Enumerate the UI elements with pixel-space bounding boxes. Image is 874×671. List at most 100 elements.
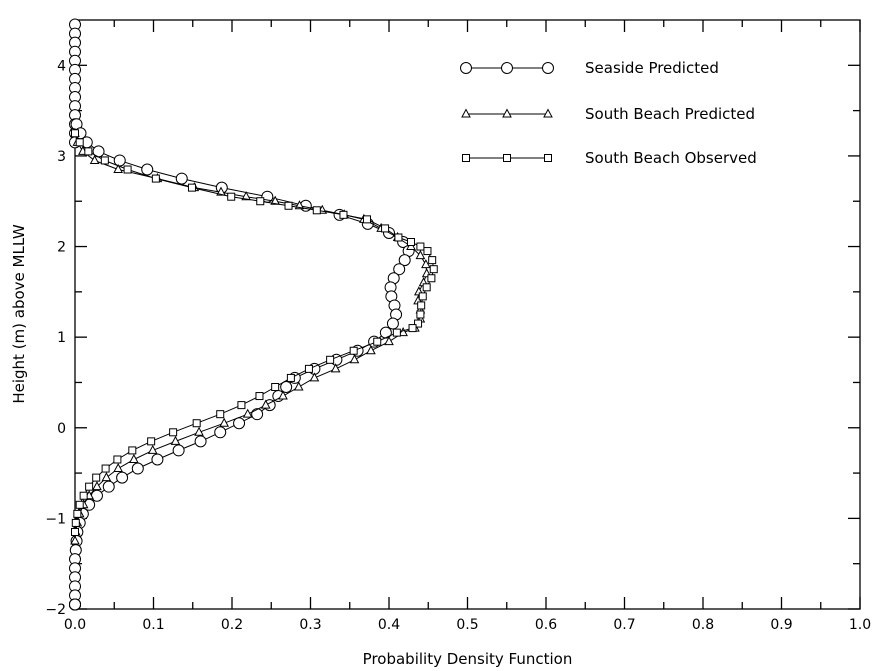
data-point-south-beach-observed xyxy=(192,419,201,428)
data-point-south-beach-observed xyxy=(71,527,79,536)
data-point-south-beach-predicted xyxy=(113,163,124,174)
data-point-south-beach-predicted xyxy=(293,381,304,391)
data-point-south-beach-observed xyxy=(394,233,403,242)
data-point-south-beach-observed xyxy=(187,183,196,192)
data-point-south-beach-observed xyxy=(392,328,401,337)
data-point-south-beach-predicted xyxy=(219,417,229,427)
data-point-seaside-predicted xyxy=(194,435,207,448)
data-point-south-beach-observed xyxy=(339,210,348,219)
legend-markers-seaside xyxy=(460,62,554,74)
data-point-south-beach-observed xyxy=(73,509,82,518)
data-point-south-beach-predicted xyxy=(70,535,80,545)
legend-item-south-beach-observed: South Beach Observed xyxy=(462,149,757,167)
data-point-south-beach-observed xyxy=(237,401,246,410)
data-point-seaside-predicted xyxy=(175,172,188,185)
data-point-south-beach-observed xyxy=(363,215,372,224)
legend-marker-south-beach-observed xyxy=(462,154,470,162)
data-point-south-beach-observed xyxy=(416,310,425,319)
data-point-south-beach-observed xyxy=(312,206,321,215)
data-point-seaside-predicted xyxy=(141,163,154,176)
data-point-south-beach-predicted xyxy=(349,354,360,364)
data-point-south-beach-predicted xyxy=(421,259,431,269)
data-point-south-beach-observed xyxy=(71,518,80,527)
series-seaside-predicted xyxy=(69,18,415,611)
data-point-seaside-predicted xyxy=(90,489,103,502)
data-point-south-beach-observed xyxy=(406,238,415,247)
data-point-south-beach-predicted xyxy=(89,154,100,164)
data-point-south-beach-predicted xyxy=(309,372,320,382)
x-tick-label: 0.1 xyxy=(142,617,164,633)
data-point-south-beach-observed xyxy=(423,247,432,256)
data-point-south-beach-predicted xyxy=(170,435,181,445)
legend-marker-south-beach-observed xyxy=(503,154,511,162)
legend-label-south-beach-observed: South Beach Observed xyxy=(585,149,757,167)
data-point-south-beach-observed xyxy=(128,446,137,455)
data-point-south-beach-predicted xyxy=(194,426,204,436)
legend-label-seaside: Seaside Predicted xyxy=(585,59,719,77)
data-point-south-beach-observed xyxy=(422,283,431,292)
y-tick-label: −1 xyxy=(45,511,66,527)
y-tick-label: 4 xyxy=(57,58,66,74)
legend-marker-south-beach-predicted xyxy=(502,108,512,118)
x-tick-label: 1.0 xyxy=(849,617,871,633)
data-point-seaside-predicted xyxy=(379,326,392,339)
data-point-seaside-predicted xyxy=(69,598,81,611)
y-tick-label: 0 xyxy=(57,421,66,437)
data-point-south-beach-observed xyxy=(92,473,101,482)
x-tick-label: 0.7 xyxy=(613,617,635,633)
data-point-south-beach-predicted xyxy=(384,336,394,346)
x-tick-label: 0.5 xyxy=(456,617,478,633)
data-point-seaside-predicted xyxy=(172,444,185,457)
data-point-south-beach-predicted xyxy=(260,399,271,409)
data-point-south-beach-predicted xyxy=(241,191,251,201)
data-point-south-beach-predicted xyxy=(129,453,139,463)
data-point-seaside-predicted xyxy=(280,380,293,393)
data-point-south-beach-observed xyxy=(75,500,84,509)
data-point-south-beach-observed xyxy=(381,224,390,233)
data-point-south-beach-observed xyxy=(271,382,280,391)
data-point-south-beach-observed xyxy=(101,464,110,473)
data-point-south-beach-observed xyxy=(75,138,84,147)
y-tick-label: 1 xyxy=(57,330,66,346)
series-layer xyxy=(69,18,438,611)
data-point-seaside-predicted xyxy=(214,426,227,439)
data-point-seaside-predicted xyxy=(393,263,406,276)
legend-marker-seaside-predicted xyxy=(501,62,513,74)
legend-item-seaside: Seaside Predicted xyxy=(460,59,719,77)
data-point-south-beach-observed xyxy=(326,355,335,364)
data-point-south-beach-observed xyxy=(429,265,438,274)
data-point-south-beach-predicted xyxy=(242,408,253,418)
data-point-south-beach-observed xyxy=(416,242,425,251)
data-point-seaside-predicted xyxy=(251,408,264,421)
data-point-south-beach-predicted xyxy=(366,345,376,355)
legend-marker-south-beach-predicted xyxy=(543,108,553,118)
data-point-seaside-predicted xyxy=(116,471,129,484)
data-point-south-beach-observed xyxy=(100,156,109,165)
data-point-south-beach-observed xyxy=(216,410,225,419)
data-point-south-beach-observed xyxy=(417,301,426,310)
data-point-south-beach-observed xyxy=(84,147,93,156)
y-tick-label: 3 xyxy=(57,149,66,165)
data-point-south-beach-observed xyxy=(85,482,94,491)
legend-label-south-beach-predicted: South Beach Predicted xyxy=(585,105,755,123)
data-point-south-beach-observed xyxy=(255,392,264,401)
data-point-south-beach-observed xyxy=(151,174,160,183)
tick-labels: 0.0 0.1 0.2 0.3 0.4 0.5 0.6 0.7 0.8 0.9 1.0 −2 −1 0 1 2… xyxy=(45,58,871,633)
x-tick-label: 0.3 xyxy=(299,617,321,633)
series-line-seaside-predicted xyxy=(74,24,410,605)
data-point-south-beach-observed xyxy=(227,192,236,201)
data-point-seaside-predicted xyxy=(386,317,399,330)
axis-ticks xyxy=(74,20,861,610)
legend-marker-south-beach-predicted xyxy=(461,108,471,118)
data-point-south-beach-observed xyxy=(373,337,382,346)
y-tick-label: −2 xyxy=(45,602,66,618)
data-point-south-beach-observed xyxy=(428,256,437,265)
x-tick-label: 0.2 xyxy=(221,617,243,633)
data-point-south-beach-observed xyxy=(418,292,427,301)
data-point-seaside-predicted xyxy=(151,453,164,466)
data-point-south-beach-predicted xyxy=(216,186,226,196)
data-point-south-beach-predicted xyxy=(415,250,426,260)
data-point-south-beach-observed xyxy=(71,129,79,138)
data-point-south-beach-observed xyxy=(284,201,293,210)
